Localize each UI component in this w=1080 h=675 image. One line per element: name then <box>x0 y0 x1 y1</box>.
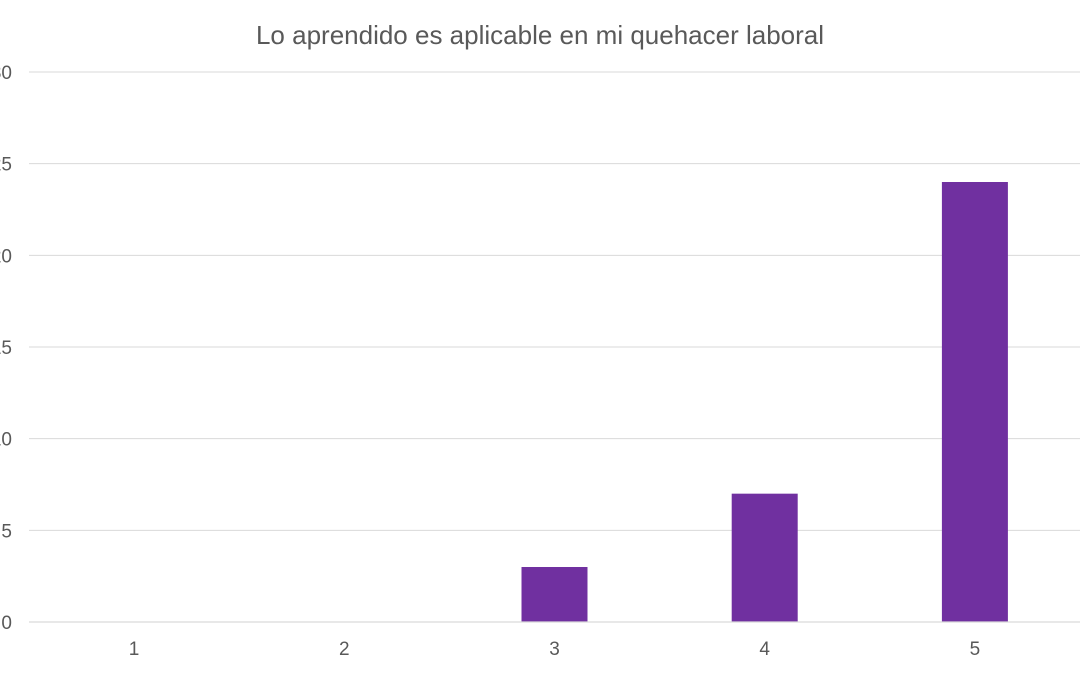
y-axis-tick-labels: 0 5 10 15 20 25 30 <box>0 63 12 634</box>
x-tick-label: 4 <box>759 639 770 660</box>
y-tick-label: 30 <box>0 63 12 84</box>
bar-3 <box>521 567 588 622</box>
chart-title: Lo aprendido es aplicable en mi quehacer… <box>256 20 824 50</box>
x-tick-label: 3 <box>549 639 560 660</box>
bars <box>521 182 1008 622</box>
bar-5 <box>941 182 1008 622</box>
x-axis-tick-labels: 1 2 3 4 5 <box>129 639 980 660</box>
y-tick-label: 0 <box>1 613 12 634</box>
x-tick-label: 1 <box>129 639 140 660</box>
y-tick-label: 10 <box>0 430 12 451</box>
bar-4 <box>731 493 798 622</box>
y-tick-label: 20 <box>0 246 12 267</box>
x-tick-label: 2 <box>339 639 350 660</box>
y-tick-label: 5 <box>1 521 12 542</box>
x-tick-label: 5 <box>970 639 981 660</box>
y-tick-label: 15 <box>0 338 12 359</box>
gridlines <box>29 71 1080 531</box>
y-tick-label: 25 <box>0 155 12 176</box>
